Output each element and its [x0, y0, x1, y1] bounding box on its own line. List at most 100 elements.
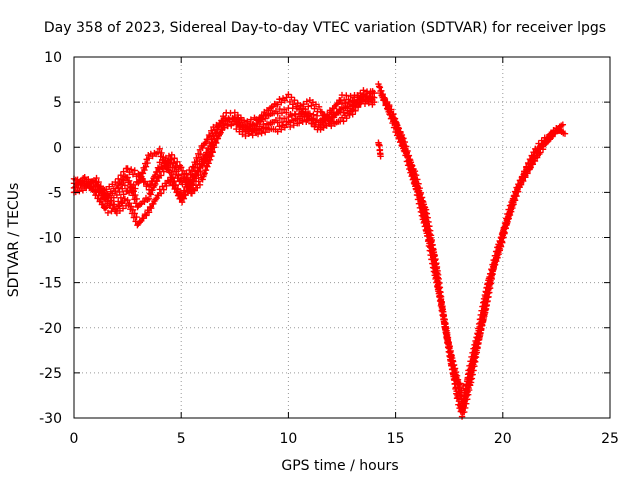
data-point	[354, 93, 362, 101]
data-point	[245, 125, 253, 133]
data-point	[351, 92, 358, 99]
data-point	[119, 176, 126, 183]
data-point	[476, 331, 484, 339]
data-point	[482, 305, 490, 313]
data-point	[101, 205, 109, 212]
data-point	[415, 180, 422, 187]
data-point	[487, 280, 495, 287]
data-point	[224, 122, 231, 130]
data-point	[426, 223, 433, 230]
data-point	[157, 172, 165, 179]
y-tick-label: -15	[39, 276, 62, 292]
y-tick-label: -30	[39, 411, 62, 427]
data-point	[467, 373, 474, 380]
data-point	[95, 188, 103, 195]
data-point	[402, 143, 410, 150]
data-point	[145, 154, 153, 162]
data-point	[81, 178, 88, 185]
data-point	[283, 109, 290, 116]
data-point	[167, 156, 174, 163]
data-point	[276, 96, 283, 103]
data-point	[79, 187, 87, 194]
data-point	[354, 103, 362, 111]
data-point	[510, 199, 517, 206]
data-point	[292, 111, 299, 118]
data-point	[352, 107, 359, 114]
data-point	[412, 172, 420, 179]
data-point	[286, 119, 294, 126]
data-point	[236, 122, 244, 129]
data-point	[116, 179, 123, 187]
data-point	[231, 113, 238, 121]
chart-title: Day 358 of 2023, Sidereal Day-to-day VTE…	[44, 20, 606, 36]
data-point	[333, 110, 340, 117]
data-point	[512, 192, 519, 199]
data-point	[141, 210, 149, 218]
data-point	[195, 167, 202, 174]
data-point	[195, 178, 202, 185]
data-point	[112, 178, 119, 186]
data-point	[447, 349, 454, 356]
data-point	[414, 176, 421, 183]
data-point	[305, 103, 312, 110]
data-point	[204, 163, 211, 170]
data-point	[535, 140, 542, 147]
data-point	[397, 128, 404, 135]
data-point	[120, 177, 127, 184]
data-point	[117, 172, 125, 179]
data-point	[228, 120, 235, 128]
data-point	[175, 172, 182, 179]
data-point	[278, 126, 285, 133]
data-point	[422, 206, 430, 213]
data-point	[325, 113, 332, 120]
data-point	[527, 160, 535, 167]
data-point	[446, 345, 453, 352]
data-point	[147, 191, 155, 198]
data-point	[132, 185, 139, 192]
x-tick-label: 0	[70, 431, 79, 447]
data-point	[463, 390, 470, 398]
data-point	[395, 125, 403, 132]
data-point	[475, 336, 483, 343]
data-point	[278, 99, 285, 106]
data-point	[161, 160, 168, 168]
data-point	[338, 100, 346, 108]
data-point	[455, 398, 463, 405]
data-point	[388, 106, 395, 113]
data-point	[171, 164, 179, 171]
data-point	[77, 177, 85, 184]
data-point	[464, 386, 471, 394]
data-point	[297, 110, 305, 117]
data-point	[186, 182, 194, 189]
data-point	[145, 195, 153, 202]
data-point	[141, 166, 148, 174]
data-point	[189, 172, 197, 179]
data-point	[115, 175, 122, 183]
data-point	[340, 118, 347, 125]
data-point	[426, 227, 434, 234]
data-point	[472, 353, 479, 360]
y-tick-label: -20	[39, 321, 62, 337]
data-points	[70, 80, 569, 420]
data-point	[238, 116, 246, 124]
data-point	[125, 177, 133, 184]
data-point	[152, 196, 159, 203]
data-point	[519, 175, 527, 182]
data-point	[328, 109, 335, 116]
data-point	[116, 202, 123, 209]
x-tick-label: 25	[601, 431, 619, 447]
data-point	[130, 181, 137, 188]
data-point	[306, 115, 314, 122]
data-point	[376, 84, 384, 91]
data-point	[353, 98, 360, 106]
data-point	[349, 97, 356, 104]
data-point	[178, 164, 185, 171]
x-axis-label: GPS time / hours	[281, 458, 398, 474]
data-point	[261, 115, 269, 122]
data-point	[247, 120, 255, 128]
data-point	[458, 387, 465, 394]
data-point	[119, 199, 126, 206]
data-point	[120, 191, 127, 198]
data-point	[157, 190, 165, 197]
data-point	[375, 83, 383, 90]
